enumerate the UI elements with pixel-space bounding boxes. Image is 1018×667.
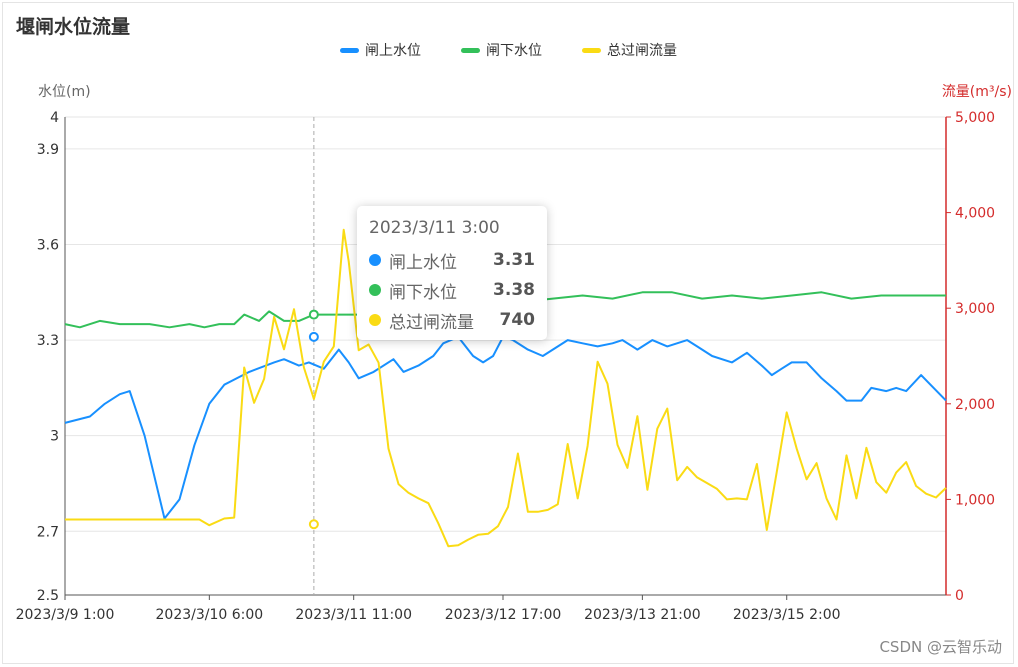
y-left-tick-label: 3 xyxy=(50,429,59,445)
legend-label-flow: 总过闸流量 xyxy=(607,43,677,59)
tooltip-row-flow: 总过闸流量 740 xyxy=(369,305,535,335)
x-tick-label: 2023/3/13 21:00 xyxy=(584,607,701,623)
y-left-axis-label: 水位(m) xyxy=(38,84,91,100)
y-left-tick-label: 3.3 xyxy=(37,333,59,349)
tooltip-name-upstream: 闸上水位 xyxy=(389,252,457,273)
x-tick-label: 2023/3/9 1:00 xyxy=(16,607,115,623)
legend-label-downstream: 闸下水位 xyxy=(486,43,542,59)
tooltip-name-flow: 总过闸流量 xyxy=(389,312,474,333)
tooltip: 2023/3/11 3:00 闸上水位 3.31 闸下水位 3.38 总过闸流量… xyxy=(357,206,547,340)
y-left-tick-label: 4 xyxy=(50,110,59,126)
tooltip-name-downstream: 闸下水位 xyxy=(389,282,457,303)
hover-marker xyxy=(308,519,319,530)
page-title: 堰闸水位流量 xyxy=(16,16,131,38)
legend-item-downstream[interactable]: 闸下水位 xyxy=(461,40,542,60)
y-right-ticks: 0 1,000 2,000 3,000 4,000 5,000 xyxy=(946,110,995,604)
tooltip-value-downstream: 3.38 xyxy=(493,280,535,300)
y-right-tick-label: 2,000 xyxy=(955,397,995,413)
legend-swatch-downstream xyxy=(461,47,480,53)
x-tick-label: 2023/3/12 17:00 xyxy=(445,607,562,623)
hover-marker xyxy=(308,309,319,320)
legend-item-upstream[interactable]: 闸上水位 xyxy=(340,40,421,60)
y-left-tick-label: 2.5 xyxy=(37,588,59,604)
y-right-tick-label: 5,000 xyxy=(955,110,995,126)
y-right-tick-label: 0 xyxy=(955,588,964,604)
tooltip-title: 2023/3/11 3:00 xyxy=(369,218,500,238)
legend: 闸上水位 闸下水位 总过闸流量 xyxy=(340,40,677,60)
legend-label-upstream: 闸上水位 xyxy=(365,43,421,59)
series-line-3 xyxy=(65,228,947,548)
tooltip-row-downstream: 闸下水位 3.38 xyxy=(369,275,535,305)
x-tick-label: 2023/3/15 2:00 xyxy=(733,607,841,623)
y-right-tick-label: 3,000 xyxy=(955,301,995,317)
x-tick-label: 2023/3/10 6:00 xyxy=(156,607,264,623)
hover-marker xyxy=(308,331,319,342)
tooltip-dot-downstream xyxy=(369,284,381,296)
tooltip-dot-upstream xyxy=(369,254,381,266)
x-tick-label: 2023/3/11 11:00 xyxy=(295,607,412,623)
y-left-tick-label: 2.7 xyxy=(37,524,59,540)
x-ticks: 2023/3/9 1:00 2023/3/10 6:00 2023/3/11 11:… xyxy=(16,595,841,623)
series-line-1 xyxy=(64,335,947,520)
tooltip-value-upstream: 3.31 xyxy=(493,250,535,270)
y-left-tick-label: 3.6 xyxy=(37,237,59,253)
watermark: CSDN @云智乐动 xyxy=(879,638,1002,656)
tooltip-dot-flow xyxy=(369,314,381,326)
tooltip-row-upstream: 闸上水位 3.31 xyxy=(369,245,535,275)
y-left-tick-label: 3.9 xyxy=(37,142,59,158)
y-right-axis-label: 流量(m³/s) xyxy=(941,84,1012,100)
y-right-tick-label: 1,000 xyxy=(955,492,995,508)
legend-swatch-upstream xyxy=(340,47,359,53)
legend-swatch-flow xyxy=(582,47,601,53)
tooltip-value-flow: 740 xyxy=(499,310,536,330)
y-left-ticks: 2.5 2.7 3 3.3 3.6 3.9 4 xyxy=(37,110,946,604)
y-right-tick-label: 4,000 xyxy=(955,206,995,222)
legend-item-flow[interactable]: 总过闸流量 xyxy=(582,40,677,60)
